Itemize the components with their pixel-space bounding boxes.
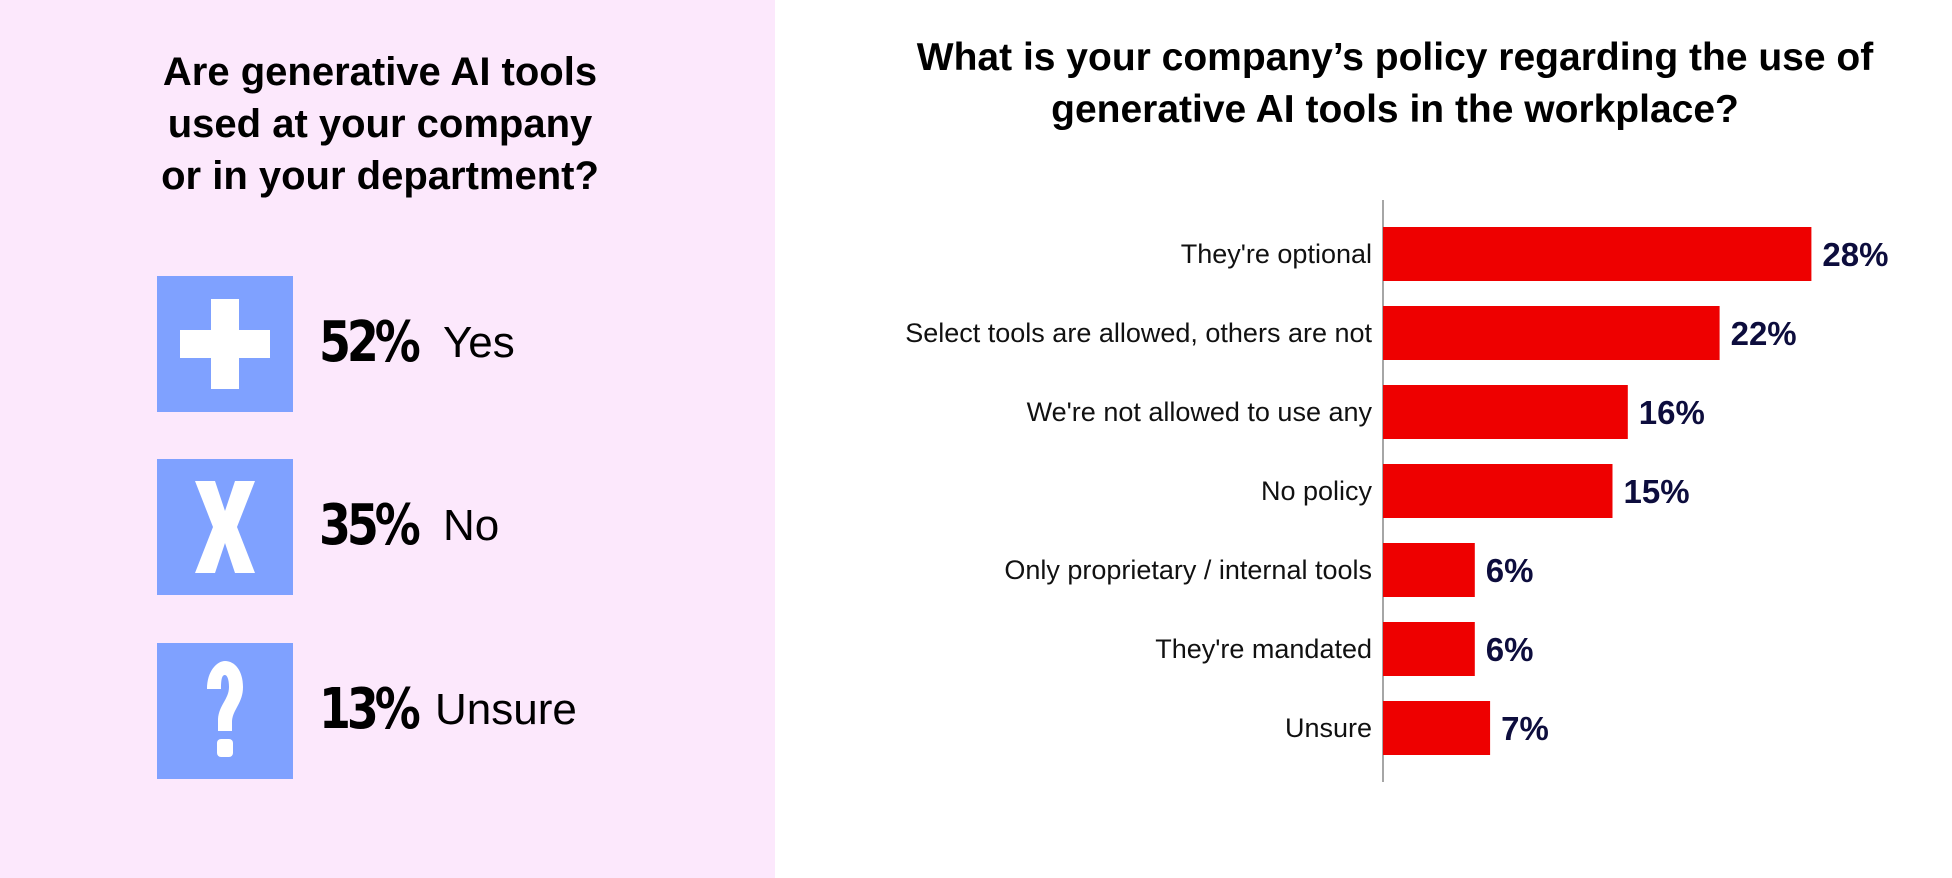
category-label: Select tools are allowed, others are not <box>905 318 1372 348</box>
bar <box>1383 227 1812 281</box>
category-label: Only proprietary / internal tools <box>1004 555 1372 585</box>
left-title-line: Are generative AI tools <box>162 50 598 94</box>
stat-label: No <box>443 501 500 550</box>
left-question-title: Are generative AI tools used at your com… <box>100 46 660 202</box>
left-panel: Are generative AI tools used at your com… <box>0 0 775 878</box>
bar <box>1383 543 1475 597</box>
chart-title-line: What is your company’s policy regarding … <box>916 36 1874 79</box>
value-label: 6% <box>1486 552 1534 589</box>
bar <box>1383 306 1720 360</box>
bar <box>1383 385 1628 439</box>
category-label: Unsure <box>1285 713 1372 743</box>
value-label: 28% <box>1822 236 1888 273</box>
left-title-line: used at your company <box>167 102 593 146</box>
stat-row-yes: 52% Yes <box>157 276 677 412</box>
bar <box>1383 464 1613 518</box>
chart-title-line: generative AI tools in the workplace? <box>1051 88 1739 131</box>
category-label: They're optional <box>1181 239 1372 269</box>
value-label: 16% <box>1639 394 1705 431</box>
stat-percent: 13% <box>319 677 421 742</box>
stat-label: Yes <box>443 318 515 367</box>
question-icon <box>157 643 293 779</box>
x-icon <box>157 459 293 595</box>
stat-percent: 52% <box>319 310 421 375</box>
plus-icon <box>157 276 293 412</box>
value-label: 6% <box>1486 631 1534 668</box>
category-label: No policy <box>1261 476 1373 506</box>
value-label: 22% <box>1731 315 1797 352</box>
left-title-line: or in your department? <box>161 154 599 198</box>
value-label: 7% <box>1501 710 1549 747</box>
chart-title: What is your company’s policy regarding … <box>840 32 1950 136</box>
bar <box>1383 622 1475 676</box>
bar <box>1383 701 1491 755</box>
value-label: 15% <box>1624 473 1690 510</box>
stat-row-unsure: 13% Unsure <box>157 643 677 779</box>
stat-label: Unsure <box>435 685 577 734</box>
stat-row-no: 35% No <box>157 459 677 595</box>
category-label: They're mandated <box>1155 634 1372 664</box>
category-label: We're not allowed to use any <box>1027 397 1373 427</box>
stat-percent: 35% <box>319 493 421 558</box>
